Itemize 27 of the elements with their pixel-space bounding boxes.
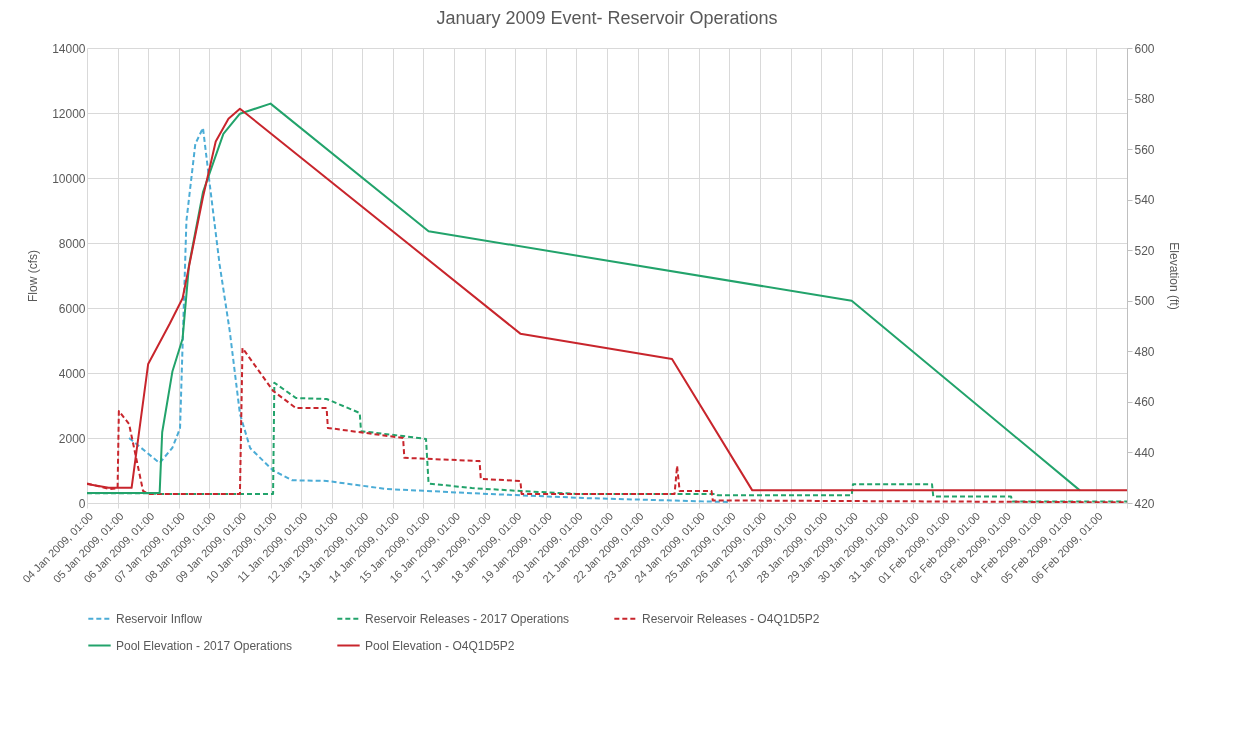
y2-tick-label: 500 — [1134, 294, 1155, 309]
y2-tick-label: 560 — [1134, 142, 1155, 157]
y-tick-label: 0 — [78, 496, 86, 511]
y-tick-label: 4000 — [58, 366, 86, 381]
line-series — [128, 126, 731, 503]
legend-label: Pool Elevation - O4Q1D5P2 — [365, 638, 515, 653]
y-tick-label: 6000 — [58, 301, 86, 316]
y2-tick-label: 480 — [1134, 344, 1155, 359]
y2-tick-label: 600 — [1134, 41, 1155, 56]
legend-label: Pool Elevation - 2017 Operations — [116, 638, 293, 653]
y-tick-label: 12000 — [52, 106, 86, 121]
y-tick-label: 8000 — [58, 236, 86, 251]
chart-title: January 2009 Event- Reservoir Operations — [436, 8, 778, 28]
y-axis-title: Flow (cfs) — [26, 250, 41, 302]
y2-tick-label: 460 — [1134, 395, 1155, 410]
y2-tick-label: 520 — [1134, 243, 1155, 258]
y2-tick-label: 440 — [1134, 445, 1155, 460]
y2-axis-title: Elevation (ft) — [1166, 242, 1181, 310]
y2-tick-label: 540 — [1134, 193, 1155, 208]
y-tick-label: 14000 — [52, 41, 86, 56]
legend-label: Reservoir Releases - O4Q1D5P2 — [642, 611, 820, 626]
legend-label: Reservoir Releases - 2017 Operations — [365, 611, 570, 626]
y-tick-label: 2000 — [58, 431, 86, 446]
legend-label: Reservoir Inflow — [116, 611, 203, 626]
y2-tick-label: 420 — [1134, 496, 1155, 511]
y-tick-label: 10000 — [52, 171, 86, 186]
y2-tick-label: 580 — [1134, 92, 1155, 107]
